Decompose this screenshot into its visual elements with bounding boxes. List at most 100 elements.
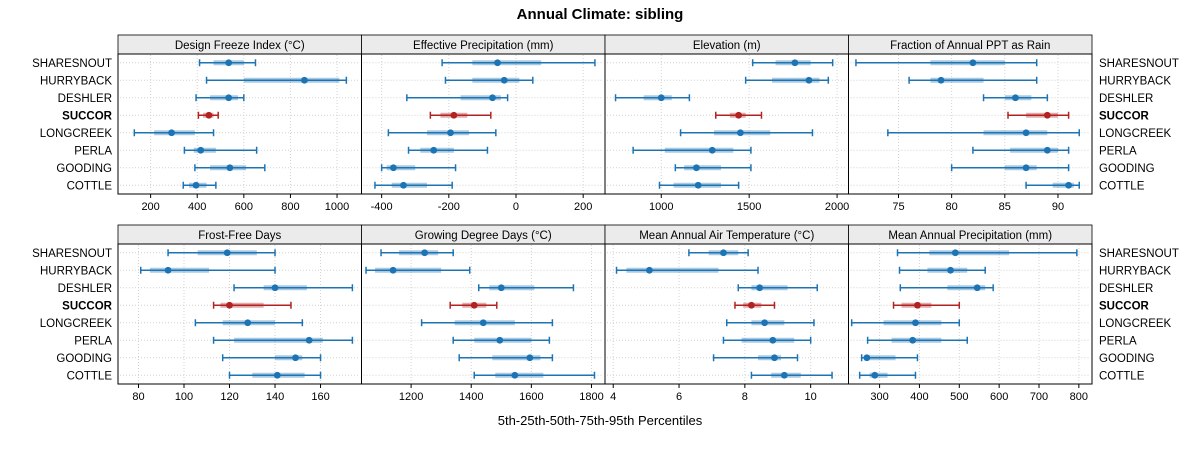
site-label-left: SHARESNOUT <box>32 58 112 70</box>
median-dot <box>937 76 945 84</box>
median-dot <box>197 146 205 154</box>
panel-strip-title: Elevation (m) <box>693 40 761 52</box>
site-label-left: SUCCOR <box>62 110 113 122</box>
site-label-left: GOODING <box>56 163 112 175</box>
axis-tick-label: -200 <box>438 201 460 213</box>
median-dot <box>421 249 429 257</box>
site-label-right: HURRYBACK <box>1099 75 1171 87</box>
site-label-left: HURRYBACK <box>40 265 112 277</box>
median-dot <box>863 354 871 362</box>
site-label-left: PERLA <box>74 145 112 157</box>
site-label-left: GOODING <box>56 353 112 365</box>
site-label-left: COTTLE <box>67 180 113 192</box>
panel-box <box>604 243 849 385</box>
panel-box <box>848 53 1093 195</box>
median-dot <box>1043 146 1051 154</box>
site-label-right: DESHLER <box>1099 283 1153 295</box>
site-label-left: SUCCOR <box>62 300 113 312</box>
axis-tick-label: 1800 <box>579 391 603 403</box>
median-dot <box>720 249 727 257</box>
axis-tick-label: 1500 <box>737 201 761 213</box>
median-dot <box>225 59 233 67</box>
panel-strip-title: Design Freeze Index (°C) <box>175 40 305 52</box>
axis-tick-label: 800 <box>281 201 299 213</box>
axis-tick-label: -400 <box>371 201 393 213</box>
site-label-right: COTTLE <box>1099 180 1145 192</box>
site-label-left: DESHLER <box>58 93 112 105</box>
site-label-right: PERLA <box>1099 335 1137 347</box>
median-dot <box>914 301 921 309</box>
median-dot <box>223 249 231 257</box>
axis-tick-label: 600 <box>235 201 253 213</box>
median-dot <box>164 266 172 274</box>
site-label-right: LONGCREEK <box>1099 318 1172 330</box>
panel-box <box>117 243 362 385</box>
median-dot <box>1065 181 1073 189</box>
chart-title: Annual Climate: sibling <box>516 6 684 23</box>
axis-tick-label: 2000 <box>825 201 849 213</box>
median-dot <box>871 371 879 379</box>
panel-strip-title: Effective Precipitation (mm) <box>413 40 554 52</box>
panel-box <box>117 53 362 195</box>
axis-tick-label: 1400 <box>459 391 483 403</box>
site-label-right: SHARESNOUT <box>1099 58 1179 70</box>
site-label-left: SHARESNOUT <box>32 248 112 260</box>
median-dot <box>769 336 777 344</box>
site-label-right: GOODING <box>1099 353 1155 365</box>
site-label-right: SUCCOR <box>1099 300 1150 312</box>
axis-tick-label: 160 <box>311 391 329 403</box>
axis-tick-label: 200 <box>574 201 592 213</box>
axis-tick-label: 0 <box>513 201 519 213</box>
median-dot <box>791 59 799 67</box>
panel-box <box>361 243 606 385</box>
site-label-right: SHARESNOUT <box>1099 248 1179 260</box>
median-dot <box>969 59 977 67</box>
site-label-right: COTTLE <box>1099 370 1145 382</box>
median-dot <box>447 129 454 137</box>
panel-box <box>848 243 1093 385</box>
axis-tick-label: 400 <box>188 201 206 213</box>
median-dot <box>1012 94 1019 102</box>
median-dot <box>273 371 281 379</box>
axis-tick-label: 8 <box>742 391 748 403</box>
median-dot <box>646 266 653 274</box>
median-dot <box>226 301 233 309</box>
median-dot <box>400 181 407 189</box>
median-dot <box>1022 164 1030 172</box>
axis-tick-label: 10 <box>805 391 817 403</box>
median-dot <box>450 111 458 119</box>
median-dot <box>301 76 308 84</box>
median-dot <box>389 266 397 274</box>
median-dot <box>168 129 175 137</box>
axis-tick-label: 4 <box>610 391 616 403</box>
median-dot <box>805 76 813 84</box>
median-dot <box>205 111 213 119</box>
median-dot <box>225 94 233 102</box>
axis-tick-label: 700 <box>1030 391 1048 403</box>
median-dot <box>780 371 788 379</box>
median-dot <box>497 284 505 292</box>
axis-tick-label: 1000 <box>325 201 349 213</box>
panel-box <box>361 53 606 195</box>
axis-tick-label: 120 <box>220 391 238 403</box>
axis-tick-label: 80 <box>132 391 144 403</box>
median-dot <box>947 266 954 274</box>
median-dot <box>470 301 478 309</box>
site-label-left: HURRYBACK <box>40 75 112 87</box>
site-label-left: COTTLE <box>67 370 113 382</box>
median-dot <box>390 164 397 172</box>
median-dot <box>271 284 279 292</box>
median-dot <box>430 146 438 154</box>
median-dot <box>761 319 768 327</box>
axis-tick-label: 90 <box>1052 201 1064 213</box>
axis-tick-label: 80 <box>946 201 958 213</box>
site-label-right: DESHLER <box>1099 93 1153 105</box>
site-label-right: PERLA <box>1099 145 1137 157</box>
axis-tick-label: 500 <box>950 391 968 403</box>
median-dot <box>694 181 702 189</box>
panel-strip-title: Mean Annual Air Temperature (°C) <box>639 230 814 242</box>
median-dot <box>693 164 700 172</box>
median-dot <box>479 319 487 327</box>
median-dot <box>708 146 716 154</box>
